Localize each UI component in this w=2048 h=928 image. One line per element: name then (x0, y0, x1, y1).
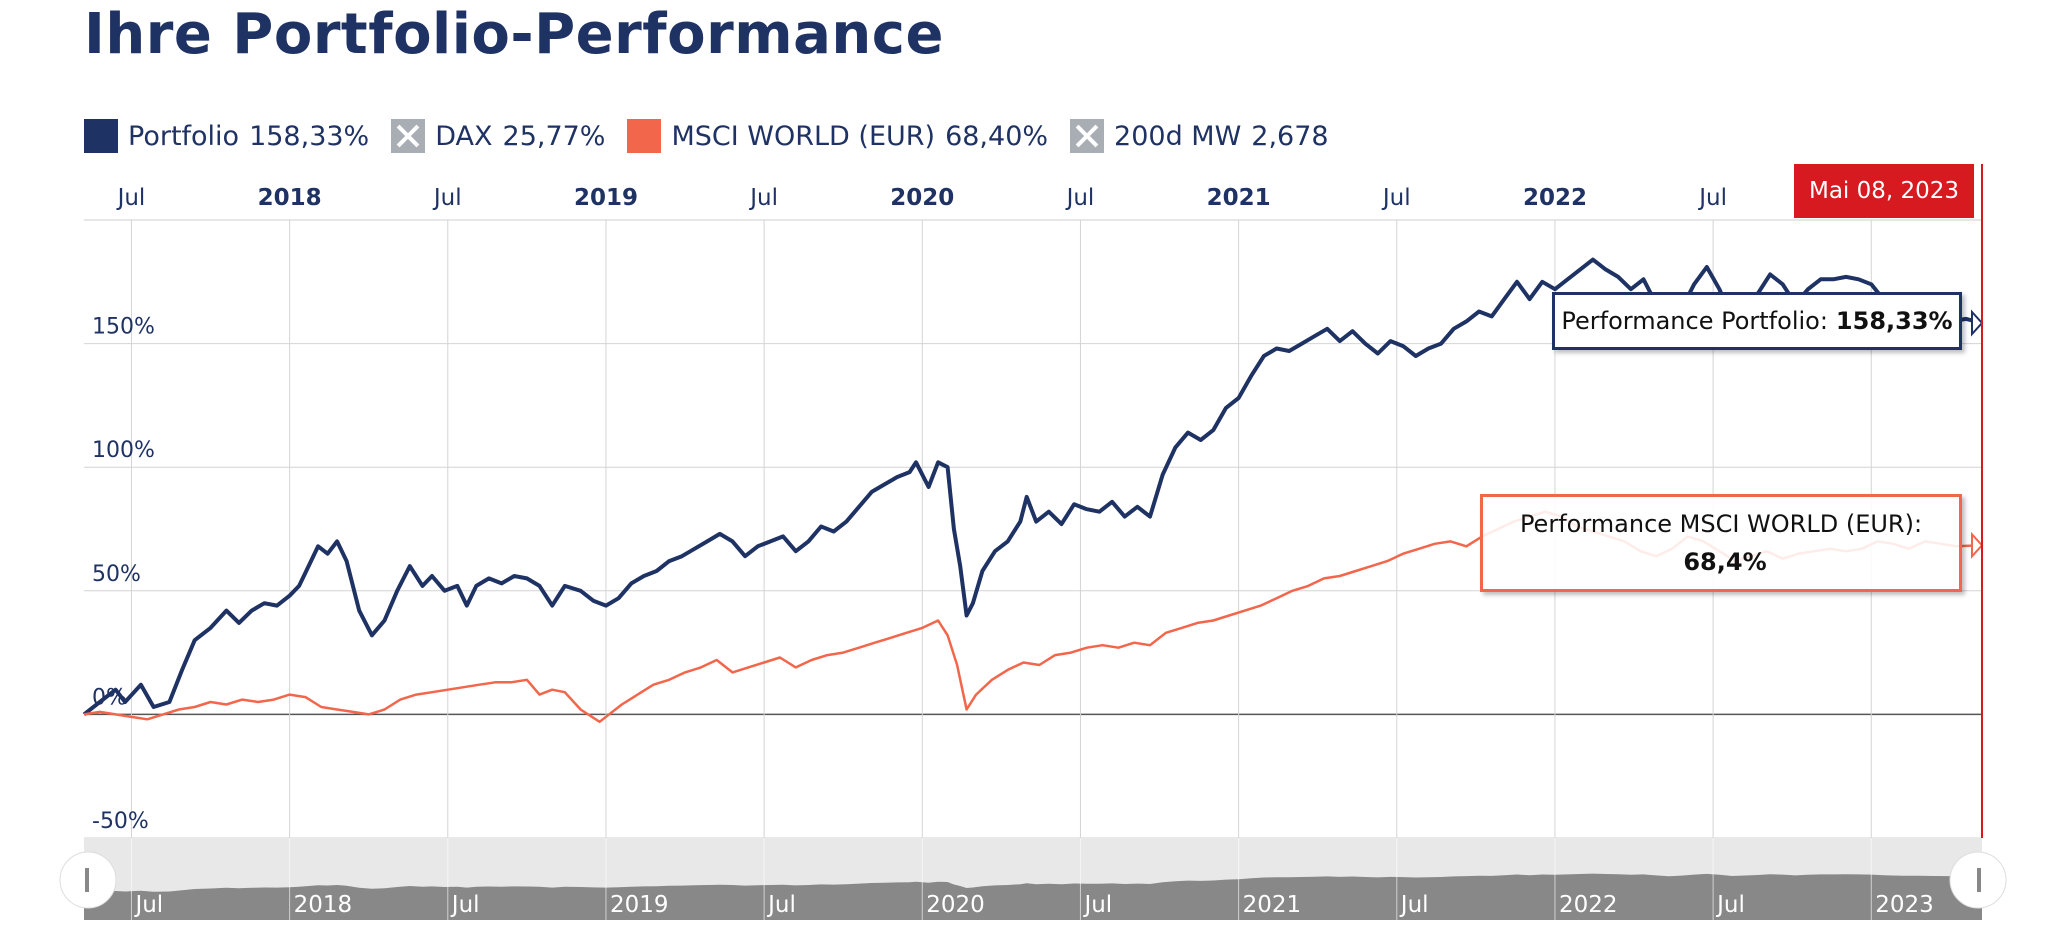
legend-portfolio-label: Portfolio (128, 120, 240, 152)
x-tick-label: 2020 (890, 185, 954, 211)
legend-dax-value: 25,77% (502, 120, 606, 152)
navigator-label: 2021 (1243, 892, 1302, 918)
legend-item-dax[interactable]: DAX 25,77% (391, 119, 605, 153)
x-tick-label: Jul (1065, 185, 1095, 211)
navigator-label: Jul (1715, 892, 1745, 918)
legend-200d-mw-value: 2,678 (1251, 120, 1329, 152)
navigator-label: 2020 (926, 892, 985, 918)
y-tick-label: -50% (92, 809, 149, 834)
navigator-area (84, 873, 1982, 920)
date-flag: Mai 08, 2023 (1794, 164, 1974, 218)
tooltip-portfolio: Performance Portfolio: 158,33% (1552, 292, 1962, 350)
tooltip-portfolio-value: 158,33% (1835, 307, 1953, 335)
y-tick-label: 50% (92, 562, 141, 587)
portfolio-swatch-icon (84, 119, 118, 153)
x-tick-label: Jul (1381, 185, 1411, 211)
legend-dax-label: DAX (435, 120, 493, 152)
x-tick-label: 2022 (1523, 185, 1587, 211)
navigator-label: Jul (133, 892, 163, 918)
navigator-label: 2023 (1875, 892, 1934, 918)
legend-item-portfolio[interactable]: Portfolio 158,33% (84, 119, 369, 153)
y-tick-label: 150% (92, 315, 155, 340)
navigator-label: 2019 (610, 892, 669, 918)
x-tick-label: Jul (116, 185, 146, 211)
legend-item-msci[interactable]: MSCI WORLD (EUR) 68,40% (627, 119, 1048, 153)
chart-legend: Portfolio 158,33% DAX 25,77% MSCI WORLD … (84, 116, 1351, 156)
tooltip-portfolio-label: Performance Portfolio: (1561, 307, 1828, 335)
page-title: Ihre Portfolio-Performance (84, 2, 944, 67)
tooltip-msci-value: 68,4% (1683, 548, 1767, 576)
200d-mw-disabled-icon (1070, 119, 1105, 153)
navigator-label: Jul (1399, 892, 1429, 918)
navigator-right-grip-icon (1977, 868, 1981, 892)
navigator-label: 2018 (294, 892, 353, 918)
x-tick-label: Jul (1697, 185, 1727, 211)
legend-msci-label: MSCI WORLD (EUR) (671, 120, 936, 152)
portfolio-line (82, 257, 1983, 716)
msci-end-marker (1971, 531, 1984, 559)
navigator-label: Jul (1082, 892, 1112, 918)
legend-msci-value: 68,40% (945, 120, 1049, 152)
legend-200d-mw-label: 200d MW (1114, 120, 1242, 152)
portfolio-end-marker (1971, 309, 1984, 337)
legend-portfolio-value: 158,33% (249, 120, 370, 152)
x-tick-label: 2018 (258, 185, 322, 211)
tooltip-msci-label: Performance MSCI WORLD (EUR): (1519, 510, 1923, 538)
x-tick-label: Jul (432, 185, 462, 211)
x-tick-label: 2019 (574, 185, 638, 211)
dax-disabled-icon (391, 119, 426, 153)
navigator-left-grip-icon (85, 868, 89, 892)
navigator-label: 2022 (1559, 892, 1618, 918)
navigator-label: Jul (766, 892, 796, 918)
msci-swatch-icon (627, 119, 662, 153)
legend-item-200d-mw[interactable]: 200d MW 2,678 (1070, 119, 1329, 153)
x-tick-label: Jul (748, 185, 778, 211)
navigator-label: Jul (450, 892, 480, 918)
y-tick-label: 100% (92, 438, 155, 463)
tooltip-msci: Performance MSCI WORLD (EUR): 68,4% (1480, 494, 1962, 592)
x-tick-label: 2021 (1207, 185, 1271, 211)
